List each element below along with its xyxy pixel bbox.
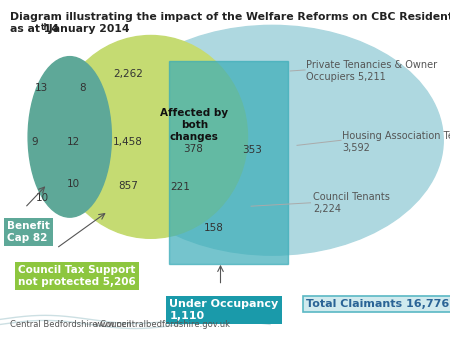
Text: January 2014: January 2014 [45, 24, 130, 34]
Bar [169, 61, 288, 264]
Text: 9: 9 [32, 137, 38, 147]
Text: Council Tax Support
not protected 5,206: Council Tax Support not protected 5,206 [18, 265, 136, 287]
Text: Affected by
both
changes: Affected by both changes [160, 108, 229, 142]
Text: 857: 857 [118, 181, 138, 191]
Ellipse shape [28, 57, 112, 217]
Text: 12: 12 [67, 137, 80, 147]
Text: Total Claimants 16,776: Total Claimants 16,776 [306, 299, 449, 309]
Text: 1,458: 1,458 [113, 137, 143, 147]
Text: Council Tenants
2,224: Council Tenants 2,224 [313, 192, 390, 214]
Ellipse shape [54, 35, 248, 238]
Text: 13: 13 [35, 83, 49, 93]
Text: 10: 10 [36, 193, 50, 203]
Text: Diagram illustrating the impact of the Welfare Reforms on CBC Residents: Diagram illustrating the impact of the W… [10, 12, 450, 22]
Ellipse shape [101, 25, 443, 255]
Text: Central Bedfordshire Council: Central Bedfordshire Council [10, 319, 131, 329]
Text: 8: 8 [79, 83, 86, 93]
Text: 221: 221 [170, 182, 190, 192]
Text: 378: 378 [184, 144, 203, 154]
Text: 10: 10 [67, 179, 80, 189]
Text: Private Tenancies & Owner
Occupiers 5,211: Private Tenancies & Owner Occupiers 5,21… [306, 60, 437, 82]
Text: Benefit
Cap 82: Benefit Cap 82 [7, 221, 50, 243]
Text: 158: 158 [204, 223, 224, 233]
Text: as at 14: as at 14 [10, 24, 59, 34]
Text: Under Occupancy
1,110: Under Occupancy 1,110 [169, 299, 279, 321]
Text: 353: 353 [242, 145, 262, 155]
Text: th: th [40, 23, 50, 32]
Text: Housing Association Tenants
3,592: Housing Association Tenants 3,592 [342, 131, 450, 153]
Text: 2,262: 2,262 [113, 69, 143, 79]
Text: www.centralbedfordshire.gov.uk: www.centralbedfordshire.gov.uk [94, 319, 230, 329]
